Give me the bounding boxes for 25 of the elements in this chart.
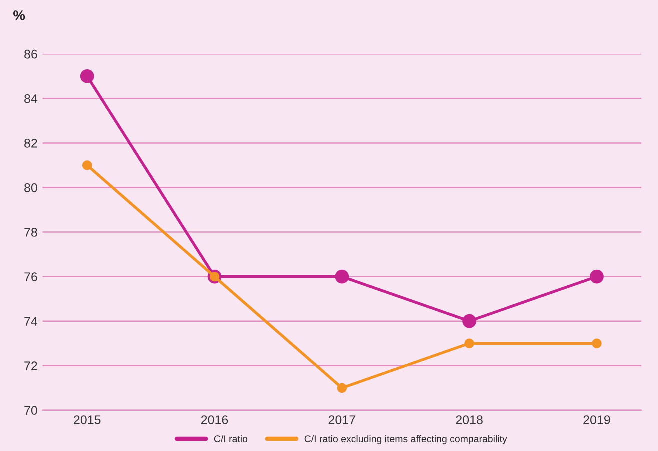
y-tick-label: 82	[24, 138, 38, 148]
point	[335, 270, 350, 284]
point	[592, 338, 602, 348]
legend-label: C/I ratio	[214, 435, 248, 442]
point	[337, 383, 348, 394]
y-tick-label: 86	[24, 50, 38, 59]
y-tick-label: 78	[24, 228, 38, 237]
y-tick-label: 74	[24, 317, 38, 326]
x-tick-label: 2016	[201, 416, 228, 424]
point	[462, 314, 477, 328]
x-tick-label: 2017	[328, 416, 356, 424]
x-tick-label: 2015	[74, 416, 101, 424]
y-axis-title: %	[14, 10, 26, 20]
y-tick-label: 72	[24, 362, 38, 370]
x-tick-label: 2018	[456, 416, 483, 424]
y-tick-label: 70	[24, 406, 38, 416]
legend-label: C/I ratio excluding items affecting comparability	[304, 435, 508, 444]
point	[82, 160, 92, 170]
point	[80, 69, 94, 84]
y-tick-label: 84	[24, 94, 38, 104]
y-tick-label: 76	[24, 272, 38, 282]
point	[590, 270, 604, 284]
x-tick-label: 2019	[584, 416, 610, 424]
point	[464, 338, 474, 348]
y-tick-label: 80	[24, 184, 38, 192]
